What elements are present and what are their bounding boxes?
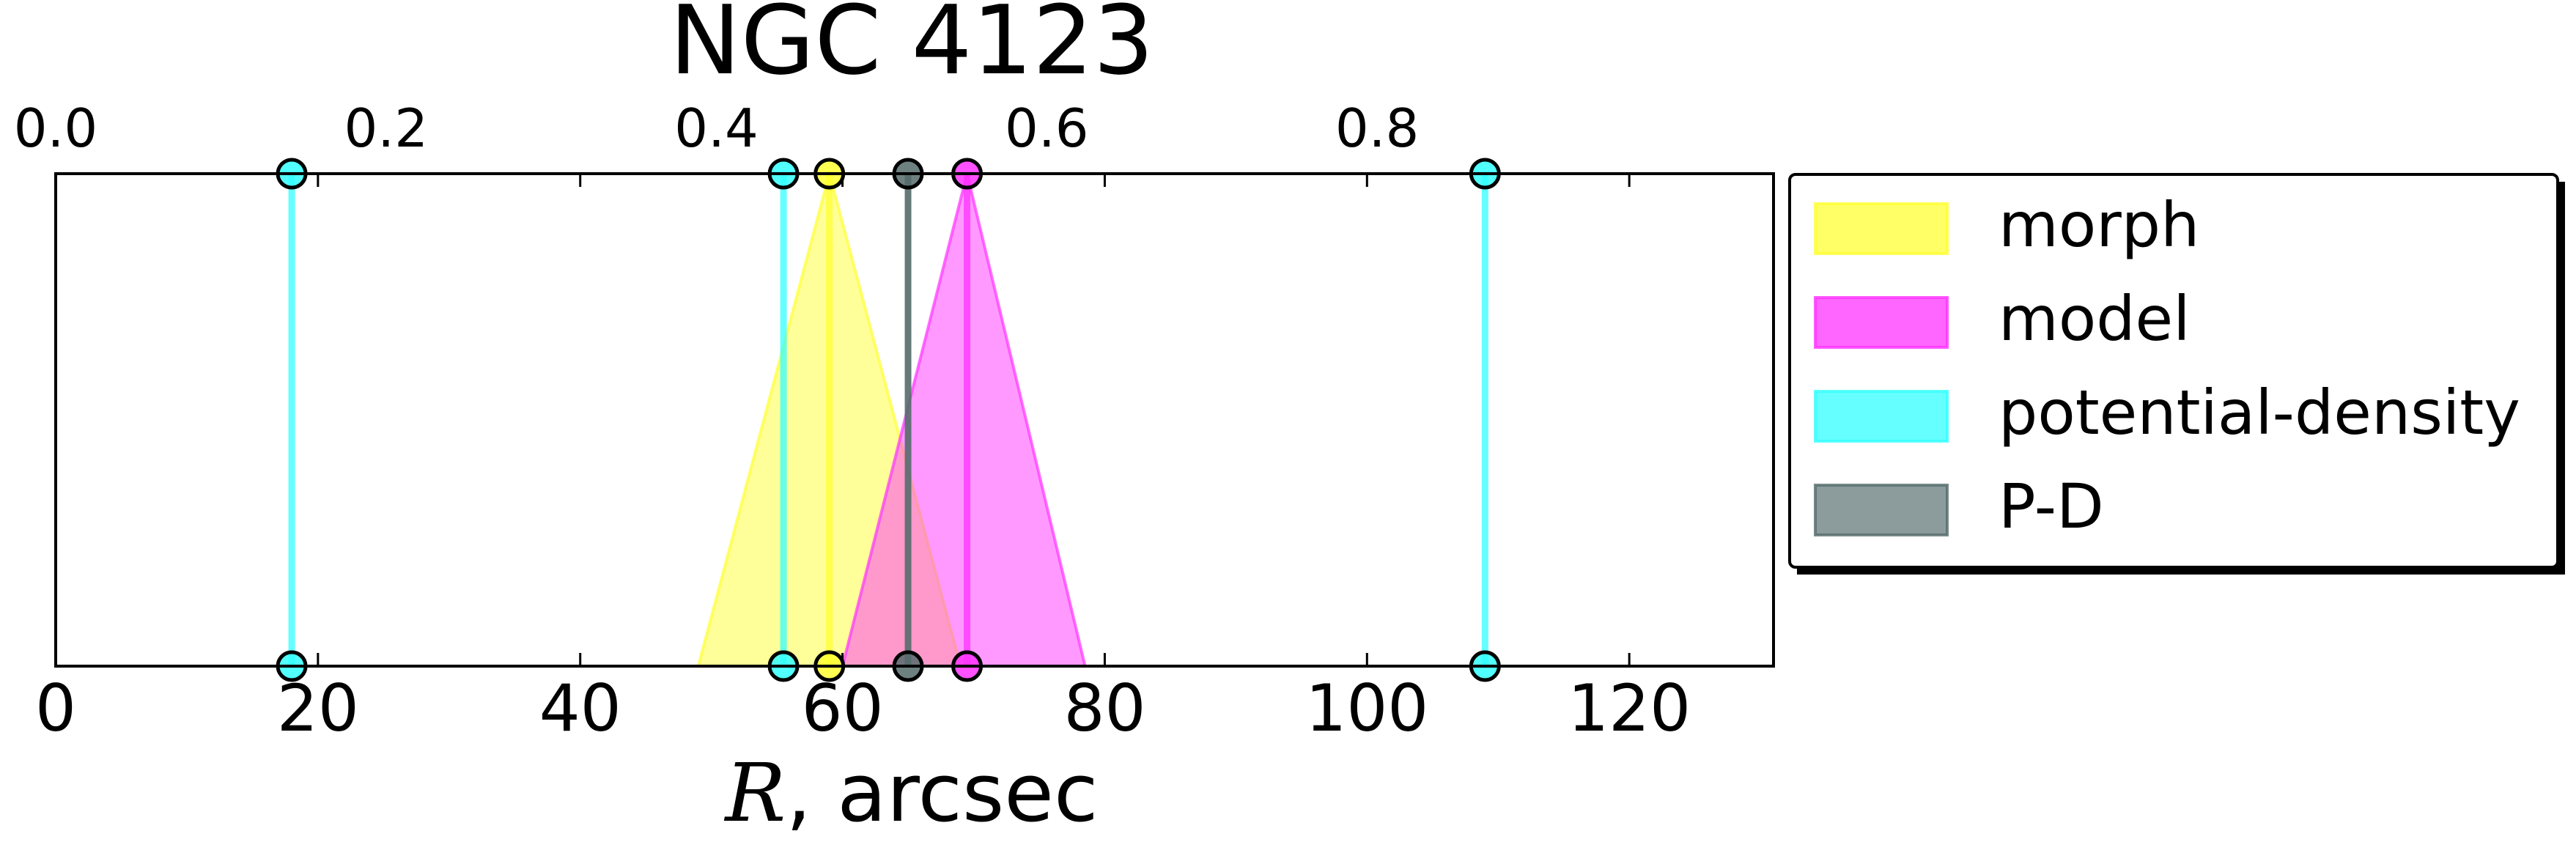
legend-swatch-model bbox=[1814, 296, 1949, 349]
legend-swatch-potential-density bbox=[1814, 390, 1949, 443]
x-axis-label: R, arcsec bbox=[724, 746, 1099, 840]
top-tick-label-0: 0.0 bbox=[14, 97, 98, 159]
x-axis-label-symbol: R bbox=[724, 746, 786, 840]
x-tick-label-0: 0 bbox=[35, 671, 76, 746]
legend-label-model: model bbox=[1999, 283, 2191, 355]
x-axis-label-unit: , arcsec bbox=[786, 746, 1098, 840]
x-tick-label-120: 120 bbox=[1568, 671, 1691, 746]
top-tick-label-1: 0.2 bbox=[344, 97, 429, 159]
legend-box bbox=[1788, 173, 2559, 569]
top-tick-label-3: 0.6 bbox=[1005, 97, 1089, 159]
legend-label-morph: morph bbox=[1999, 189, 2199, 261]
legend-label-potential-density: potential-density bbox=[1999, 377, 2520, 448]
series-lines bbox=[288, 174, 1488, 666]
legend-swatch-P-D bbox=[1814, 484, 1949, 536]
top-tick-label-4: 0.8 bbox=[1335, 97, 1420, 159]
series-bands bbox=[696, 168, 1088, 668]
x-tick-label-40: 40 bbox=[539, 671, 621, 746]
legend-label-P-D: P-D bbox=[1999, 470, 2104, 542]
x-tick-label-80: 80 bbox=[1063, 671, 1145, 746]
top-axis: 0.0 0.2 0.4 0.6 0.8 bbox=[14, 97, 1420, 159]
x-tick-label-100: 100 bbox=[1305, 671, 1428, 746]
chart-title: NGC 4123 bbox=[670, 0, 1154, 96]
x-tick-label-60: 60 bbox=[802, 671, 884, 746]
bottom-axis: 0 20 40 60 80 100 120 bbox=[35, 174, 1691, 746]
top-tick-label-2: 0.4 bbox=[674, 97, 759, 159]
plot-frame bbox=[54, 172, 1775, 668]
legend: morph model potential-density P-D bbox=[1788, 173, 2565, 575]
legend-swatch-morph bbox=[1814, 202, 1949, 255]
x-tick-label-20: 20 bbox=[277, 671, 359, 746]
